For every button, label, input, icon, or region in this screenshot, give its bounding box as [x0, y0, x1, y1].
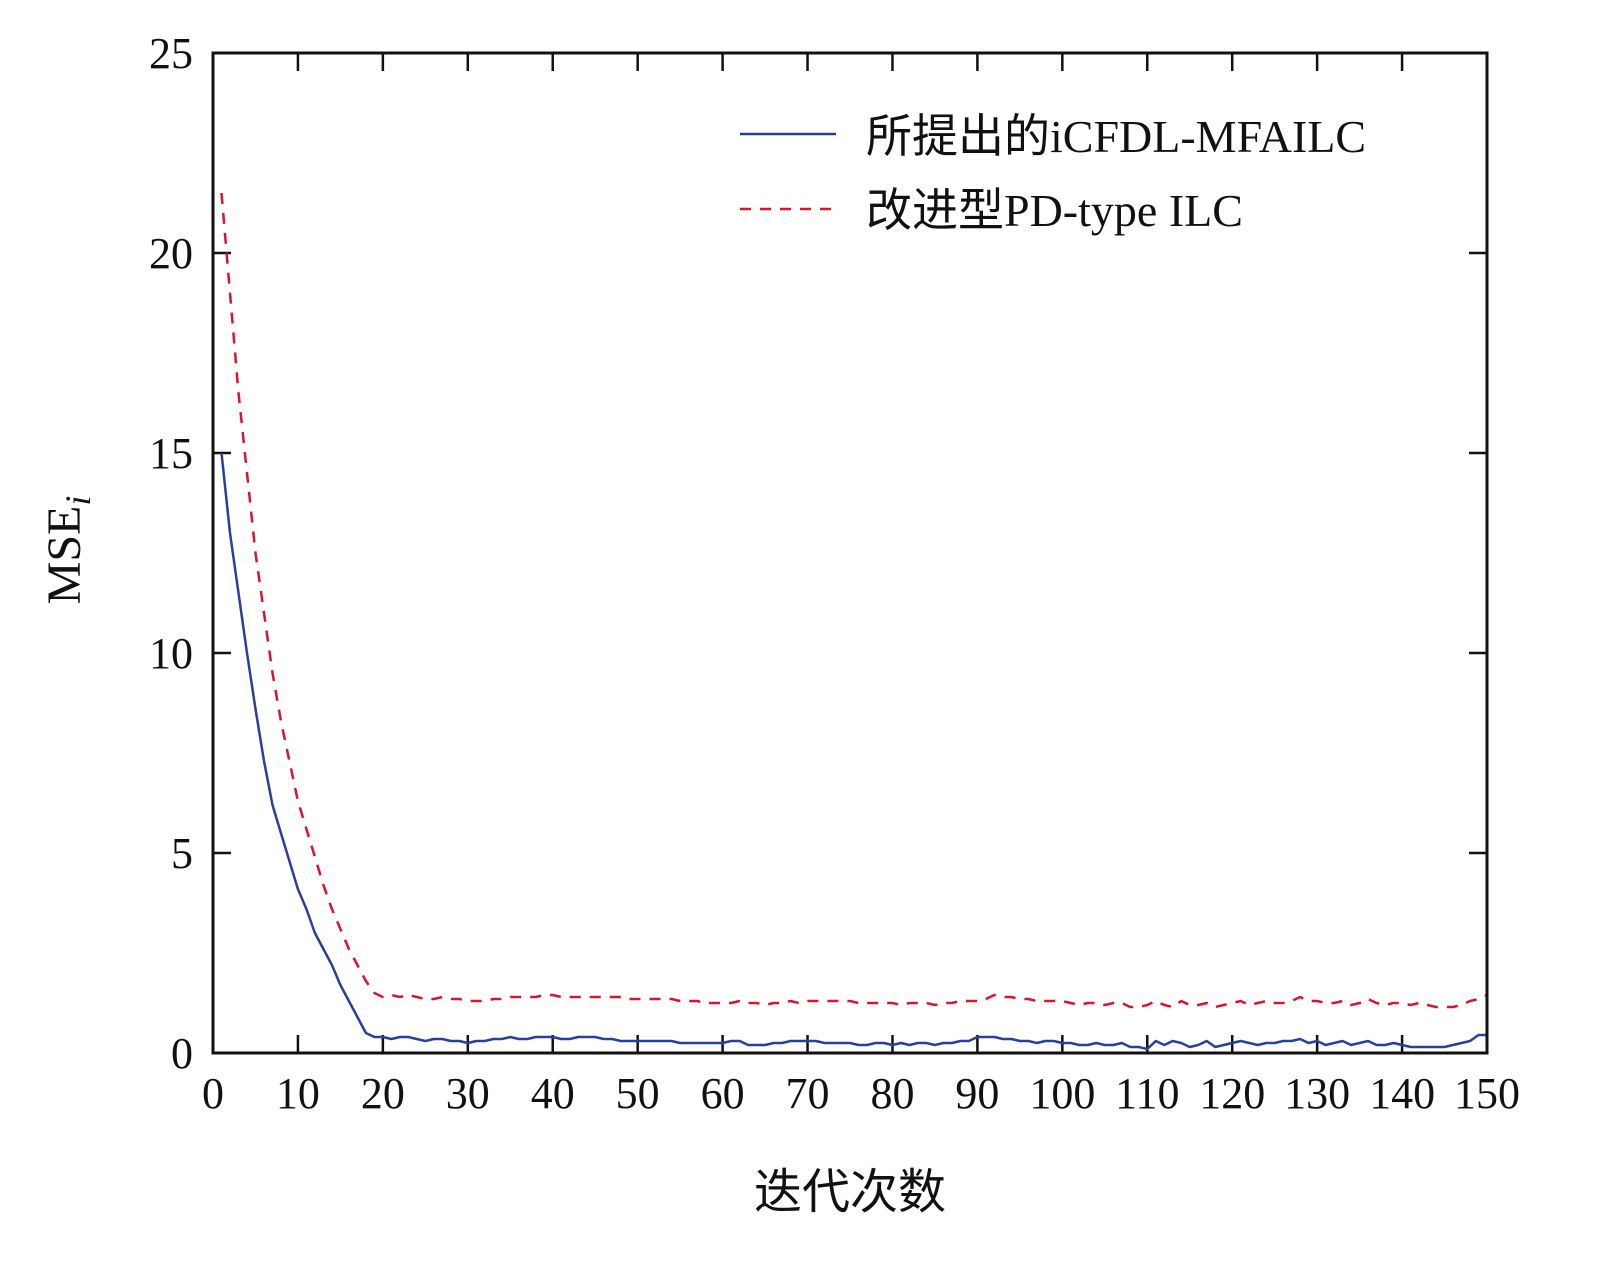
y-tick-label: 15: [149, 429, 193, 478]
series-lines: [220, 192, 1488, 1051]
x-tick-label: 110: [1115, 1069, 1179, 1118]
y-tick-label: 20: [149, 229, 193, 278]
x-tick-label: 10: [276, 1069, 320, 1118]
x-tick-label: 150: [1454, 1069, 1520, 1118]
x-tick-label: 30: [446, 1069, 490, 1118]
y-axis-label: MSEi: [38, 496, 98, 605]
x-tick-label: 100: [1029, 1069, 1095, 1118]
y-tick-label: 5: [171, 829, 193, 878]
x-tick-label: 50: [616, 1069, 660, 1118]
x-tick-label: 120: [1199, 1069, 1265, 1118]
y-tick-label: 0: [171, 1029, 193, 1078]
x-tick-label: 0: [202, 1069, 224, 1118]
plot-frame: [211, 51, 1489, 1055]
legend: 所提出的iCFDL-MFAILC 改进型PD-type ILC: [740, 111, 1366, 236]
x-tick-label: 70: [786, 1069, 830, 1118]
tick-labels: 0 10 20 30 40 50 60 70 80 90 100 110 120 130 140 150 0 5 1…: [149, 29, 1520, 1118]
axis-ticks: [211, 51, 1489, 1055]
y-axis-label-main: MSE: [38, 506, 91, 605]
series-line-proposed: [220, 452, 1487, 1051]
legend-label-pd-type: 改进型PD-type ILC: [866, 185, 1243, 236]
x-axis-label: 迭代次数: [754, 1166, 946, 1219]
x-tick-label: 20: [361, 1069, 405, 1118]
legend-label-proposed: 所提出的iCFDL-MFAILC: [866, 111, 1366, 162]
x-tick-label: 140: [1369, 1069, 1435, 1118]
y-tick-label: 10: [149, 629, 193, 678]
x-tick-label: 90: [955, 1069, 999, 1118]
y-tick-label: 25: [149, 29, 193, 78]
y-axis-label-subscript: i: [58, 496, 98, 506]
x-tick-label: 60: [701, 1069, 745, 1118]
series-line-pd-type: [220, 192, 1488, 1009]
x-tick-label: 80: [870, 1069, 914, 1118]
x-tick-label: 130: [1284, 1069, 1350, 1118]
x-tick-label: 40: [531, 1069, 575, 1118]
